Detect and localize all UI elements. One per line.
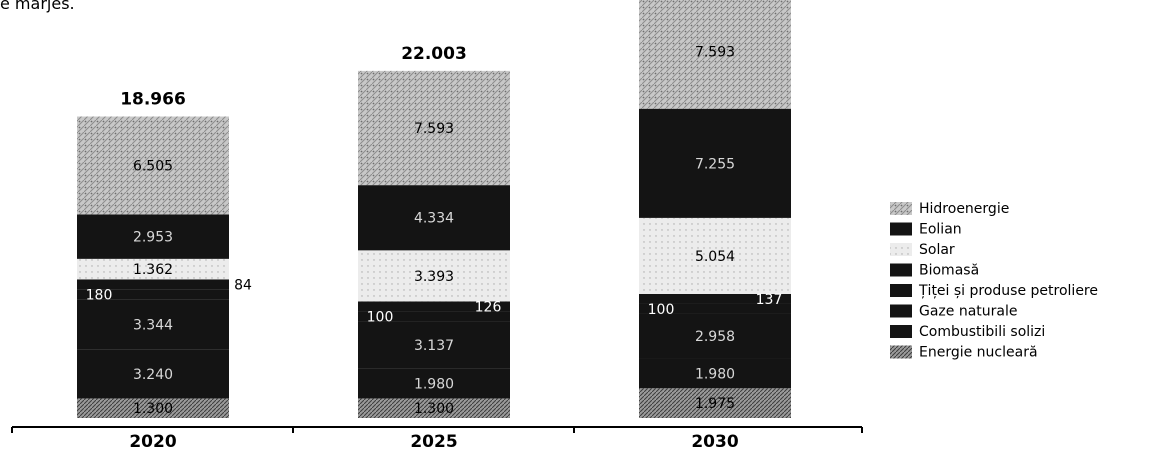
data-label: 7.593: [695, 45, 735, 61]
legend-label-combustibili-solizi: Combustibili solizi: [919, 324, 1045, 340]
legend-label-solar: Solar: [919, 242, 955, 258]
bar-segment-combustibili-solizi-2030: [639, 358, 791, 389]
bar-segment-eolian-2030: [639, 108, 791, 218]
data-label: 1.980: [414, 377, 454, 393]
data-label-small: 100: [367, 309, 394, 325]
legend-label-hidroenergie: Hidroenergie: [919, 201, 1009, 217]
bar-segment-titei-si-produse-petroliere-2030: [639, 303, 791, 314]
bar-segment-solar-2020: [77, 258, 229, 280]
bar-segment-hidroenergie-2020: [77, 116, 229, 215]
data-label: 1.362: [133, 262, 173, 278]
bar-segment-gaze-naturale-2025: [358, 321, 510, 369]
data-label-small: 180: [86, 287, 113, 303]
category-label: 2025: [410, 432, 457, 452]
bar-segment-solar-2025: [358, 250, 510, 302]
data-label: 7.255: [695, 156, 735, 172]
bar-segment-hidroenergie-2025: [358, 70, 510, 186]
bar-segment-eolian-2020: [77, 214, 229, 259]
bar-segment-biomasa-2030: [639, 293, 791, 304]
legend-label-energie-nucleara: Energie nucleară: [919, 345, 1038, 361]
data-label: 1.300: [414, 401, 454, 417]
legend-label-biomasa: Biomasă: [919, 263, 979, 279]
bar-segment-biomasa-2020: [77, 279, 229, 290]
legend-label-eolian: Eolian: [919, 222, 962, 238]
total-label: 18.966: [120, 90, 186, 110]
bar-segment-energie-nucleara-2030: [639, 388, 791, 418]
data-label: 2.958: [695, 329, 735, 345]
bar-segment-titei-si-produse-petroliere-2020: [77, 289, 229, 300]
data-label: 7.593: [414, 121, 454, 137]
total-label: 22.003: [401, 44, 467, 64]
data-label: 3.344: [133, 318, 173, 334]
category-label: 2030: [691, 432, 738, 452]
data-label: 1.300: [133, 401, 173, 417]
bar-segment-biomasa-2025: [358, 301, 510, 312]
legend-swatch-energie-nucleara: [890, 345, 912, 359]
bar-segment-combustibili-solizi-2025: [358, 368, 510, 399]
data-label: 6.505: [133, 158, 173, 174]
bar-segment-solar-2030: [639, 217, 791, 294]
legend-swatch-solar: [890, 243, 912, 256]
data-label: 1.975: [695, 396, 735, 412]
data-label: 3.137: [414, 338, 454, 354]
data-label: 2.953: [133, 230, 173, 246]
data-label-small: 84: [234, 277, 252, 293]
legend-swatch-hidroenergie: [890, 202, 912, 215]
legend-swatch-biomasa: [890, 263, 912, 277]
bar-segment-gaze-naturale-2030: [639, 313, 791, 359]
legend-swatch-eolian: [890, 222, 912, 236]
bar-segment-energie-nucleara-2025: [358, 398, 510, 418]
data-label-small: 126: [475, 299, 502, 315]
category-label: 2020: [129, 432, 176, 452]
data-label: 3.393: [414, 269, 454, 285]
legend-swatch-titei-si-produse-petroliere: [890, 284, 912, 297]
data-label-small: 137: [756, 292, 783, 308]
bar-segment-gaze-naturale-2020: [77, 299, 229, 350]
data-label-small: 100: [648, 302, 675, 318]
bar-segment-energie-nucleara-2020: [77, 398, 229, 418]
bar-segment-titei-si-produse-petroliere-2025: [358, 311, 510, 322]
legend-label-gaze-naturale: Gaze naturale: [919, 304, 1018, 320]
bar-segment-hidroenergie-2030: [639, 0, 791, 109]
data-label: 4.334: [414, 211, 454, 227]
text-fragment: e marjes.: [0, 0, 75, 13]
data-label: 1.980: [695, 366, 735, 382]
legend-label-titei-si-produse-petroliere: Țiței și produse petroliere: [918, 283, 1098, 299]
bar-segment-eolian-2025: [358, 185, 510, 251]
bar-segment-combustibili-solizi-2020: [77, 349, 229, 399]
data-label: 5.054: [695, 249, 735, 265]
data-label: 3.240: [133, 367, 173, 383]
legend-swatch-combustibili-solizi: [890, 325, 912, 338]
legend-swatch-gaze-naturale: [890, 304, 912, 318]
